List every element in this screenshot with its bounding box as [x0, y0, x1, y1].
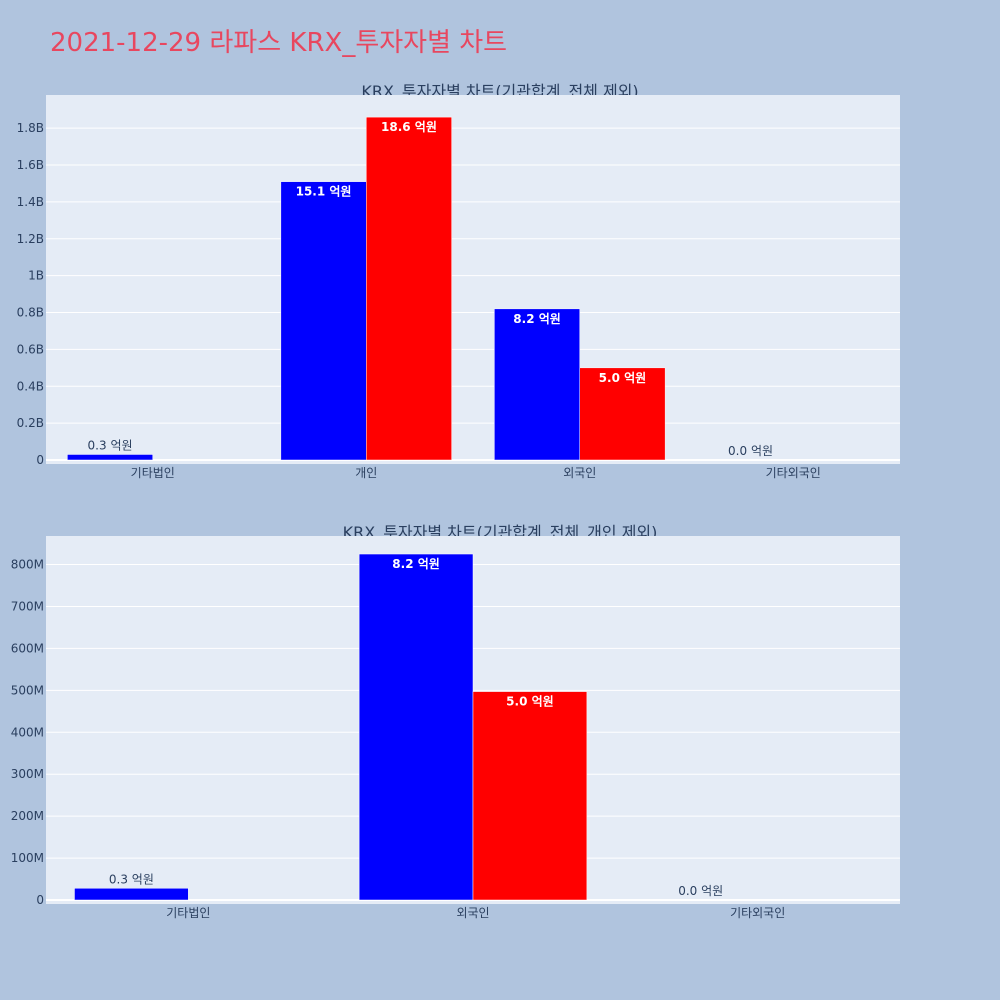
y-tick-label: 100M	[11, 851, 44, 865]
bar	[494, 308, 581, 461]
y-tick-label: 600M	[11, 641, 44, 655]
x-tick-label: 기타법인	[131, 466, 175, 480]
plot-area	[46, 95, 900, 464]
bar	[366, 116, 452, 461]
y-tick-label: 1.6B	[17, 158, 44, 172]
x-tick-label: 기타외국인	[766, 466, 821, 480]
investor-bar-chart-2: 0 100M 200M 300M 400M 500M 600M 700M 800M 0.3 억원기…	[11, 536, 900, 920]
data-label: 0.3 억원	[88, 438, 133, 452]
y-tick-label: 0	[36, 893, 44, 907]
y-tick-label: 200M	[11, 809, 44, 823]
data-label: 0.3 억원	[109, 872, 154, 886]
bar	[74, 888, 189, 901]
bar	[579, 367, 666, 461]
x-tick-label: 개인	[355, 466, 377, 480]
x-tick-label: 기타외국인	[730, 906, 785, 920]
y-tick-label: 300M	[11, 767, 44, 781]
data-label: 8.2 억원	[513, 312, 561, 326]
y-tick-label: 800M	[11, 558, 44, 572]
y-tick-label: 400M	[11, 725, 44, 739]
bar	[67, 454, 153, 461]
y-tick-label: 0	[36, 453, 44, 467]
y-tick-label: 700M	[11, 599, 44, 613]
bar	[280, 181, 367, 461]
bar	[358, 553, 474, 901]
y-tick-label: 0.2B	[17, 416, 44, 430]
data-label: 0.0 억원	[678, 884, 723, 898]
data-label: 5.0 억원	[506, 695, 554, 709]
y-tick-label: 0.4B	[17, 379, 44, 393]
data-label: 5.0 억원	[599, 371, 647, 385]
y-tick-label: 1.4B	[17, 195, 44, 209]
x-tick-label: 외국인	[563, 466, 596, 480]
y-tick-label: 0.8B	[17, 306, 44, 320]
data-label: 18.6 억원	[381, 120, 437, 134]
data-label: 15.1 억원	[296, 185, 352, 199]
x-tick-label: 기타법인	[166, 906, 210, 920]
page-title: 2021-12-29 라파스 KRX_투자자별 차트	[50, 28, 508, 58]
y-tick-label: 1B	[28, 269, 44, 283]
y-tick-label: 1.2B	[17, 232, 44, 246]
x-tick-label: 외국인	[456, 906, 489, 920]
y-tick-label: 500M	[11, 683, 44, 697]
investor-bar-chart-1: 0 0.2B 0.4B 0.6B 0.8B 1B 1.2B 1.4B 1.6B 1.8B 0.3 억…	[17, 95, 900, 480]
y-tick-label: 1.8B	[17, 121, 44, 135]
data-label: 0.0 억원	[728, 444, 773, 458]
y-tick-label: 0.6B	[17, 342, 44, 356]
bar	[472, 691, 588, 901]
data-label: 8.2 억원	[392, 557, 440, 571]
